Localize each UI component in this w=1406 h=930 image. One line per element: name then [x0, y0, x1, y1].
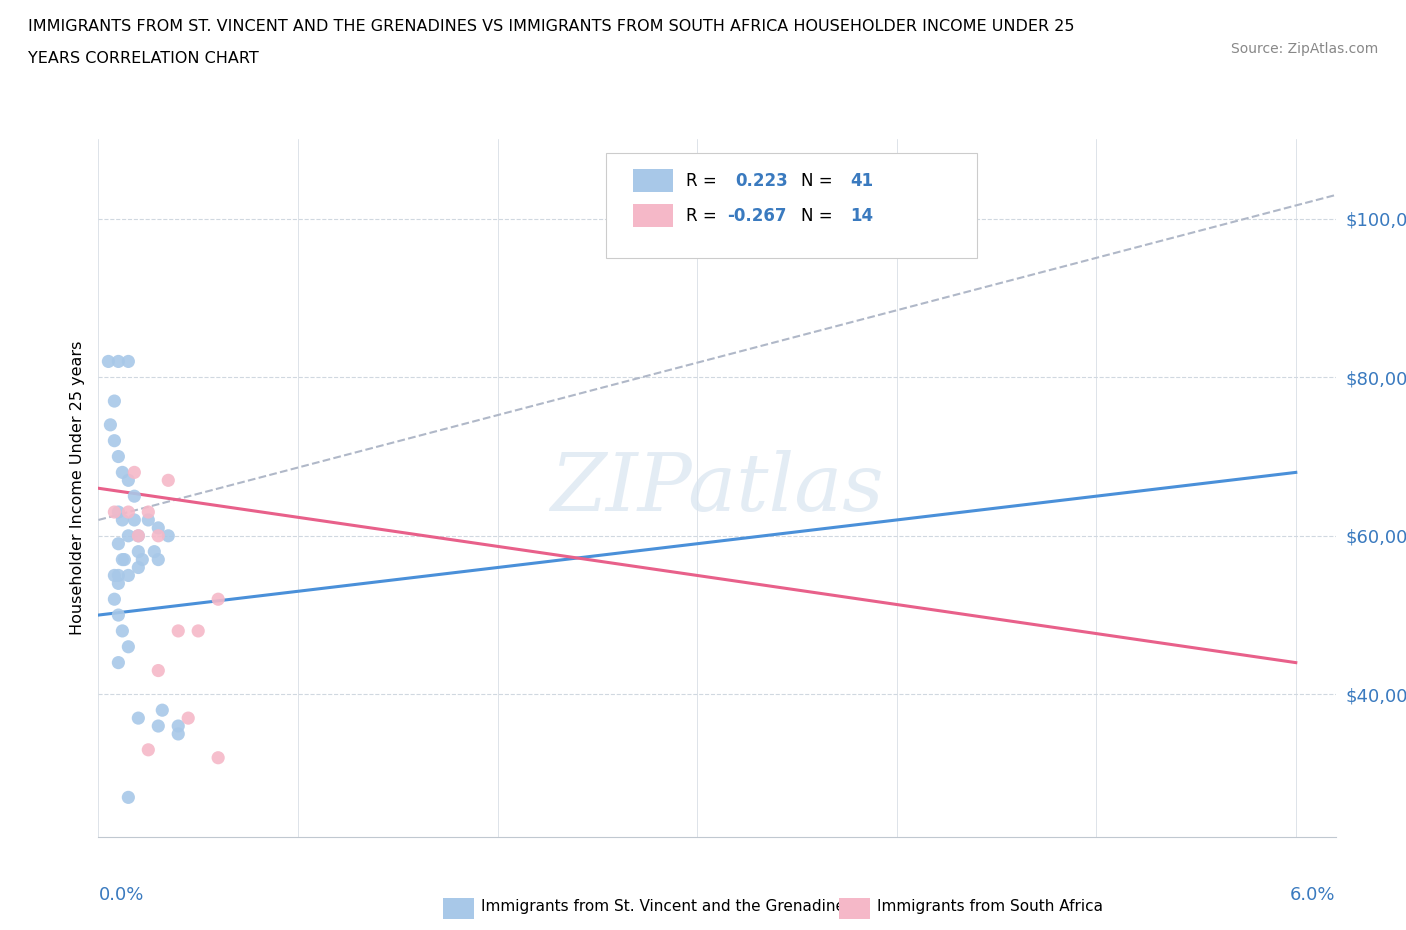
Point	[136, 742, 159, 757]
Point	[117, 639, 139, 654]
Text: YEARS CORRELATION CHART: YEARS CORRELATION CHART	[28, 51, 259, 66]
Point	[117, 505, 139, 520]
Point	[157, 528, 180, 543]
Point	[124, 465, 146, 480]
Y-axis label: Householder Income Under 25 years: Householder Income Under 25 years	[69, 341, 84, 635]
Point	[187, 623, 209, 638]
Point	[131, 552, 153, 567]
Point	[111, 623, 134, 638]
Point	[107, 449, 129, 464]
Point	[117, 528, 139, 543]
Point	[111, 465, 134, 480]
Point	[148, 528, 170, 543]
Point	[207, 591, 229, 606]
Point	[117, 790, 139, 804]
Point	[177, 711, 200, 725]
Point	[111, 552, 134, 567]
Text: -0.267: -0.267	[727, 206, 786, 224]
Text: IMMIGRANTS FROM ST. VINCENT AND THE GRENADINES VS IMMIGRANTS FROM SOUTH AFRICA H: IMMIGRANTS FROM ST. VINCENT AND THE GREN…	[28, 19, 1074, 33]
Text: 14: 14	[851, 206, 873, 224]
Point	[148, 719, 170, 734]
Point	[103, 393, 125, 408]
Point	[143, 544, 166, 559]
Point	[167, 726, 190, 741]
Point	[103, 591, 125, 606]
Point	[167, 719, 190, 734]
Point	[107, 568, 129, 583]
Text: R =: R =	[686, 206, 723, 224]
Point	[148, 663, 170, 678]
Point	[107, 354, 129, 369]
Text: R =: R =	[686, 172, 723, 190]
Text: Immigrants from South Africa: Immigrants from South Africa	[877, 899, 1104, 914]
Point	[107, 607, 129, 622]
Point	[107, 655, 129, 670]
Point	[103, 505, 125, 520]
Text: 41: 41	[851, 172, 873, 190]
Text: 0.223: 0.223	[735, 172, 789, 190]
Point	[167, 623, 190, 638]
Text: ZIPatlas: ZIPatlas	[550, 449, 884, 527]
Point	[107, 537, 129, 551]
Point	[112, 552, 135, 567]
Point	[127, 544, 149, 559]
Point	[148, 521, 170, 536]
Text: Source: ZipAtlas.com: Source: ZipAtlas.com	[1230, 42, 1378, 56]
Text: N =: N =	[801, 172, 838, 190]
Point	[127, 528, 149, 543]
Text: 6.0%: 6.0%	[1291, 885, 1336, 904]
Point	[103, 568, 125, 583]
Text: N =: N =	[801, 206, 838, 224]
Point	[136, 505, 159, 520]
Point	[136, 512, 159, 527]
Point	[107, 576, 129, 591]
Point	[103, 433, 125, 448]
Point	[124, 512, 146, 527]
Point	[117, 568, 139, 583]
Point	[117, 472, 139, 487]
Point	[127, 711, 149, 725]
Bar	[633, 205, 672, 227]
Text: Immigrants from St. Vincent and the Grenadines: Immigrants from St. Vincent and the Gren…	[481, 899, 853, 914]
Point	[127, 560, 149, 575]
Point	[111, 512, 134, 527]
Point	[97, 354, 120, 369]
Point	[157, 472, 180, 487]
FancyBboxPatch shape	[606, 153, 977, 259]
Point	[107, 505, 129, 520]
Point	[150, 703, 173, 718]
Point	[148, 552, 170, 567]
Bar	[633, 169, 672, 192]
Text: 0.0%: 0.0%	[98, 885, 143, 904]
Point	[100, 418, 122, 432]
Point	[207, 751, 229, 765]
Point	[127, 528, 149, 543]
Point	[124, 489, 146, 504]
Point	[117, 354, 139, 369]
